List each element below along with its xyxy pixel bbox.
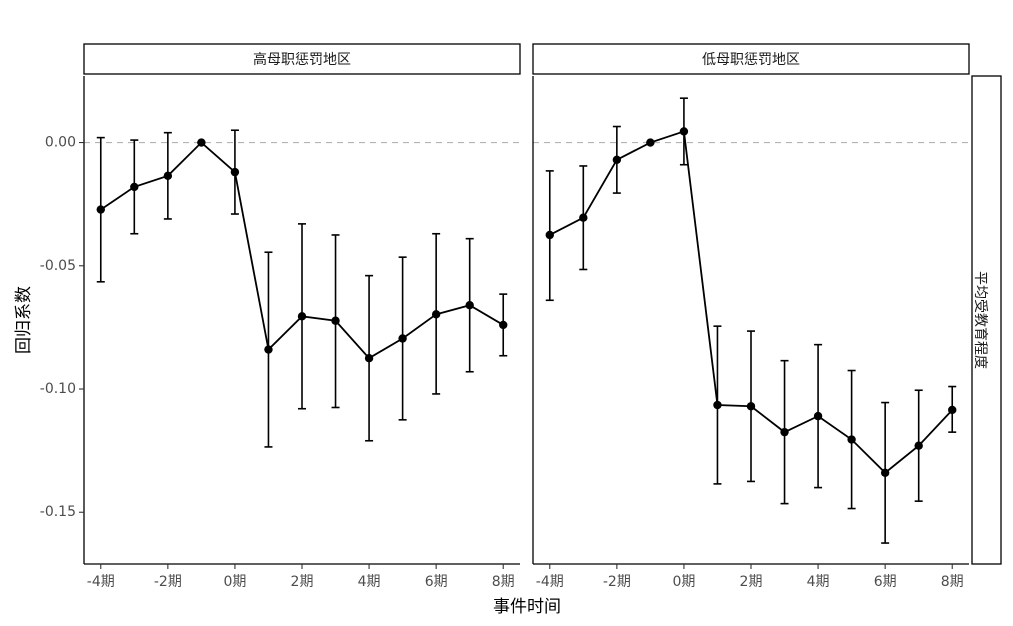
x-tick-label: -2期 — [154, 574, 182, 590]
data-point — [579, 213, 588, 222]
facet-strip-top — [532, 43, 970, 75]
data-point — [780, 427, 789, 437]
data-point — [813, 411, 823, 421]
x-tick-label: 0期 — [672, 574, 695, 590]
x-axis-title: 事件时间 — [493, 597, 561, 617]
facet-strip-right: 平均受教育程度 — [971, 75, 1002, 565]
facet-strip-top — [83, 43, 521, 75]
data-point — [230, 167, 240, 177]
data-point — [499, 320, 508, 330]
x-tick-label: 2期 — [291, 574, 314, 590]
facet-strip-right-box — [971, 75, 1002, 565]
data-point — [847, 435, 856, 444]
data-point — [431, 310, 441, 319]
facet-right-label: 平均受教育程度 — [972, 271, 988, 369]
x-tick-label: -4期 — [536, 574, 564, 590]
x-tick-label: 6期 — [874, 574, 897, 590]
y-tick-label: -0.10 — [40, 381, 76, 397]
y-axis: 0.00 -0.05 -0.10 -0.15 — [40, 135, 84, 520]
data-point — [612, 155, 622, 164]
x-tick-label: 4期 — [807, 574, 830, 590]
data-point — [163, 171, 173, 181]
data-point — [331, 316, 340, 325]
data-point — [465, 301, 474, 310]
x-tick-label: -2期 — [603, 574, 631, 590]
data-point — [646, 138, 655, 147]
data-point — [545, 230, 554, 240]
data-point — [746, 402, 756, 411]
panel-1: 高母职惩罚地区 -4期 -2期 0期 2期 4期 6期 8期 — [83, 43, 521, 590]
data-point — [297, 312, 307, 321]
data-point — [130, 182, 139, 192]
data-point — [197, 138, 206, 147]
x-tick-label: 8期 — [941, 574, 964, 590]
facet-title: 低母职惩罚地区 — [702, 52, 800, 68]
x-tick-label: 4期 — [358, 574, 381, 590]
panel-2: 低母职惩罚地区 -4期 -2期 0期 2期 4期 6期 8期 — [532, 43, 970, 590]
data-point — [948, 405, 957, 415]
x-tick-label: -4期 — [87, 574, 115, 590]
data-point — [914, 441, 923, 450]
x-tick-label: 0期 — [223, 574, 246, 590]
y-tick-label: -0.05 — [40, 258, 76, 274]
data-point — [264, 345, 273, 354]
y-tick-label: 0.00 — [45, 135, 76, 151]
x-tick-label: 8期 — [492, 574, 515, 590]
y-axis-title: 回归系数 — [14, 286, 34, 354]
panels-layer: 高母职惩罚地区 -4期 -2期 0期 2期 4期 6期 8期 低母职惩罚地区 -4期 -2期 0期 2期… — [83, 43, 970, 590]
facet-title: 高母职惩罚地区 — [253, 51, 351, 68]
data-point — [398, 334, 407, 343]
data-point — [713, 400, 722, 410]
data-point — [364, 354, 374, 363]
x-tick-label: 2期 — [740, 574, 763, 590]
data-point — [679, 127, 689, 136]
y-tick-label: -0.15 — [40, 504, 76, 520]
data-point — [96, 205, 105, 214]
x-tick-label: 6期 — [425, 574, 448, 590]
data-point — [880, 468, 890, 478]
